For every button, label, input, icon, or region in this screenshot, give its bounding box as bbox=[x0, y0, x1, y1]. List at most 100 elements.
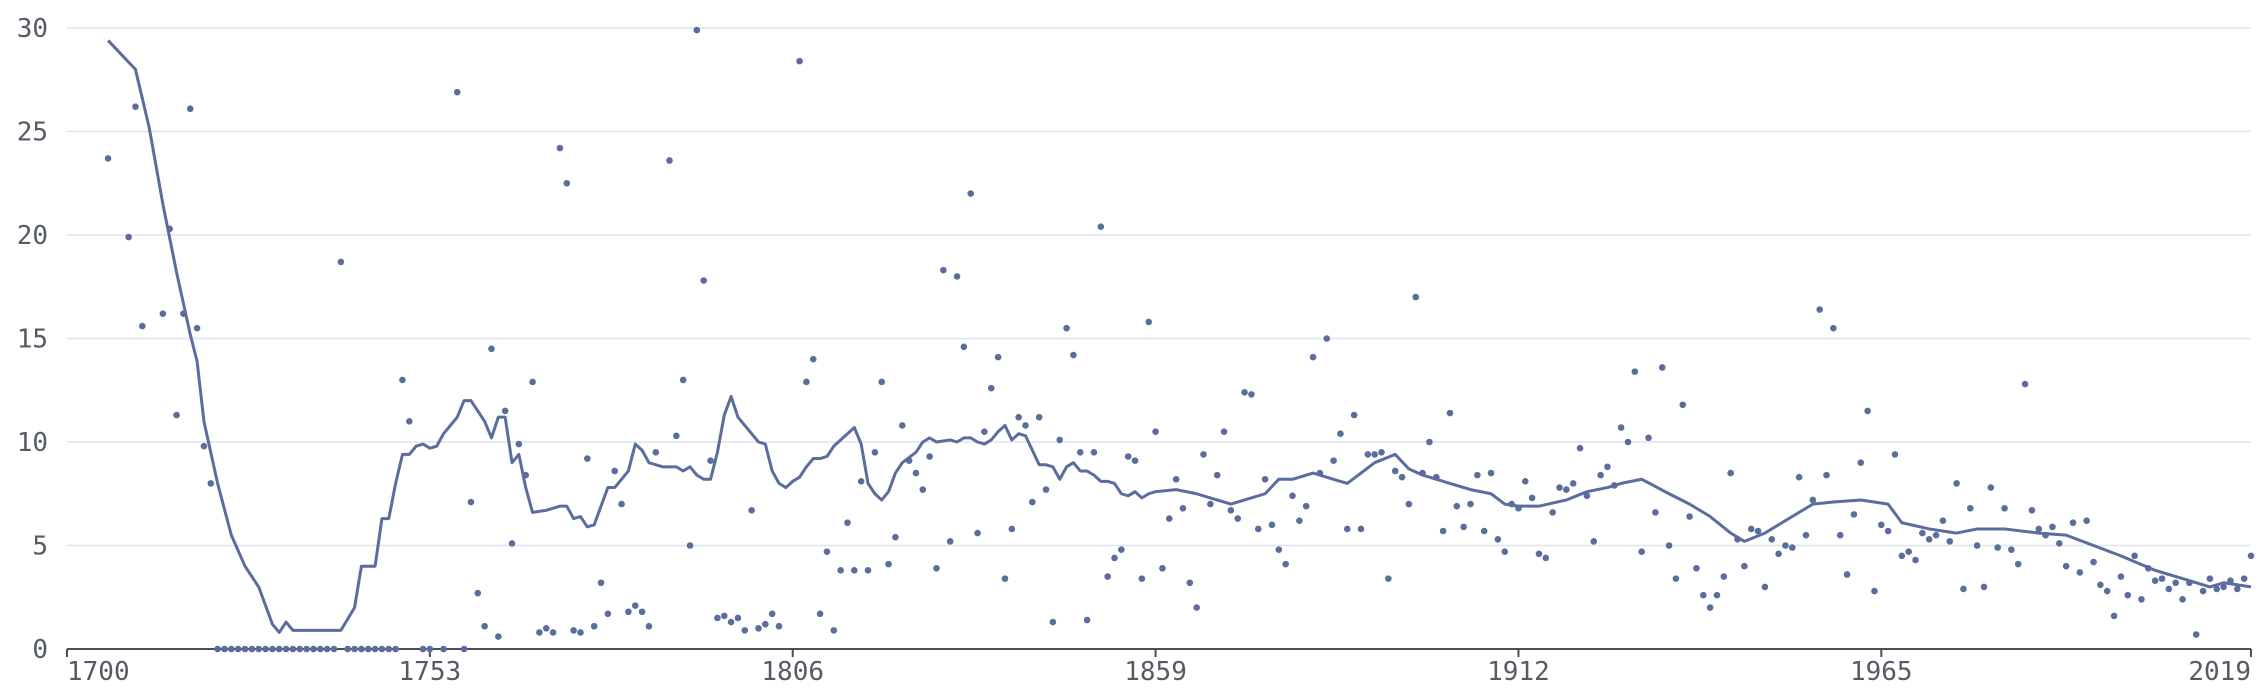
scatter-point bbox=[542, 625, 550, 632]
scatter-point bbox=[700, 277, 708, 284]
scatter-point bbox=[1467, 500, 1474, 508]
scatter-point bbox=[2110, 612, 2118, 620]
scatter-point bbox=[440, 645, 447, 653]
scatter-point bbox=[1501, 548, 1509, 556]
y-tick-label: 20 bbox=[17, 221, 48, 251]
scatter-point bbox=[556, 144, 564, 152]
scatter-point bbox=[1754, 527, 1762, 535]
scatter-point bbox=[1165, 515, 1173, 522]
scatter-point bbox=[830, 627, 838, 634]
scatter-point bbox=[508, 540, 516, 547]
scatter-point bbox=[1179, 504, 1187, 512]
scatter-point bbox=[1104, 573, 1111, 580]
scatter-point bbox=[2179, 596, 2186, 603]
scatter-point bbox=[1138, 575, 1146, 582]
scatter-point bbox=[1563, 486, 1570, 493]
scatter-point bbox=[1385, 575, 1392, 582]
scatter-point bbox=[898, 422, 906, 429]
scatter-point bbox=[1453, 502, 1461, 510]
scatter-point bbox=[1693, 564, 1700, 572]
scatter-point bbox=[741, 627, 749, 634]
scatter-point bbox=[1487, 469, 1495, 477]
scatter-point bbox=[1337, 430, 1344, 438]
scatter-point bbox=[385, 645, 393, 653]
scatter-point bbox=[2158, 575, 2166, 582]
x-tick-label: 1700 bbox=[67, 657, 130, 687]
scatter-point bbox=[1063, 324, 1070, 332]
scatter-point bbox=[2247, 552, 2255, 560]
scatter-point bbox=[1268, 521, 1276, 529]
scatter-point bbox=[577, 629, 584, 636]
scatter-point bbox=[2001, 504, 2008, 512]
scatter-point bbox=[1535, 550, 1543, 558]
scatter-point bbox=[851, 567, 858, 574]
scatter-point bbox=[734, 614, 742, 622]
scatter-point bbox=[1029, 498, 1036, 506]
scatter-point bbox=[1994, 544, 2001, 551]
scatter-point bbox=[2035, 525, 2043, 533]
scatter-point bbox=[1542, 554, 1550, 562]
scatter-point bbox=[871, 449, 879, 456]
scatter-point bbox=[940, 266, 947, 274]
scatter-point bbox=[1843, 571, 1851, 578]
scatter-point bbox=[1035, 413, 1043, 421]
scatter-point bbox=[303, 645, 310, 653]
scatter-point bbox=[2028, 507, 2036, 514]
scatter-point bbox=[1186, 579, 1194, 587]
scatter-point bbox=[234, 645, 242, 653]
scatter-point bbox=[1343, 525, 1351, 533]
scatter-point bbox=[878, 378, 886, 386]
scatter-point bbox=[727, 618, 735, 626]
scatter-point bbox=[1624, 438, 1632, 446]
scatter-point bbox=[618, 500, 625, 508]
scatter-point bbox=[2240, 575, 2248, 582]
scatter-point bbox=[1686, 513, 1693, 520]
scatter-point bbox=[1665, 542, 1673, 549]
scatter-point bbox=[563, 179, 571, 187]
scatter-point bbox=[488, 345, 495, 353]
scatter-point bbox=[1549, 509, 1556, 516]
scatter-point bbox=[1378, 449, 1385, 456]
scatter-point bbox=[1768, 535, 1776, 543]
scatter-point bbox=[1213, 471, 1221, 479]
scatter-point bbox=[1008, 525, 1016, 533]
scatter-point bbox=[1925, 535, 1933, 543]
scatter-point bbox=[631, 602, 639, 609]
scatter-point bbox=[221, 645, 228, 653]
scatter-point bbox=[358, 645, 365, 653]
scatter-point bbox=[1864, 407, 1871, 415]
scatter-point bbox=[1323, 335, 1331, 342]
scatter-point bbox=[364, 645, 372, 653]
scatter-point bbox=[2206, 575, 2214, 582]
scatter-point bbox=[1795, 473, 1803, 481]
scatter-point bbox=[1816, 306, 1823, 313]
scatter-point bbox=[1446, 409, 1454, 417]
scatter-point bbox=[1857, 459, 1865, 467]
scatter-point bbox=[1891, 451, 1899, 458]
scatter-point bbox=[1254, 525, 1262, 533]
scatter-point bbox=[1391, 467, 1399, 475]
scatter-point bbox=[501, 407, 509, 415]
scatter-point bbox=[1836, 531, 1844, 539]
scatter-point bbox=[1111, 554, 1118, 562]
scatter-point bbox=[529, 378, 536, 386]
scatter-point bbox=[1398, 473, 1406, 481]
scatter-point bbox=[2090, 558, 2097, 566]
scatter-point bbox=[207, 480, 215, 487]
scatter-point bbox=[1309, 353, 1317, 361]
scatter-point bbox=[2131, 552, 2138, 560]
x-tick-label: 1753 bbox=[399, 657, 462, 687]
scatter-point bbox=[768, 610, 776, 618]
scatter-point bbox=[584, 455, 591, 462]
scatter-point bbox=[987, 384, 995, 392]
scatter-point bbox=[1275, 546, 1283, 553]
scatter-point bbox=[275, 645, 283, 653]
scatter-point bbox=[1474, 471, 1481, 479]
scatter-point bbox=[1357, 525, 1365, 533]
scatter-point bbox=[1528, 494, 1536, 502]
scatter-point bbox=[919, 486, 927, 493]
scatter-point bbox=[1672, 575, 1680, 582]
scatter-point bbox=[1960, 585, 1967, 593]
scatter-point bbox=[371, 645, 379, 653]
scatter-point bbox=[1569, 480, 1577, 487]
